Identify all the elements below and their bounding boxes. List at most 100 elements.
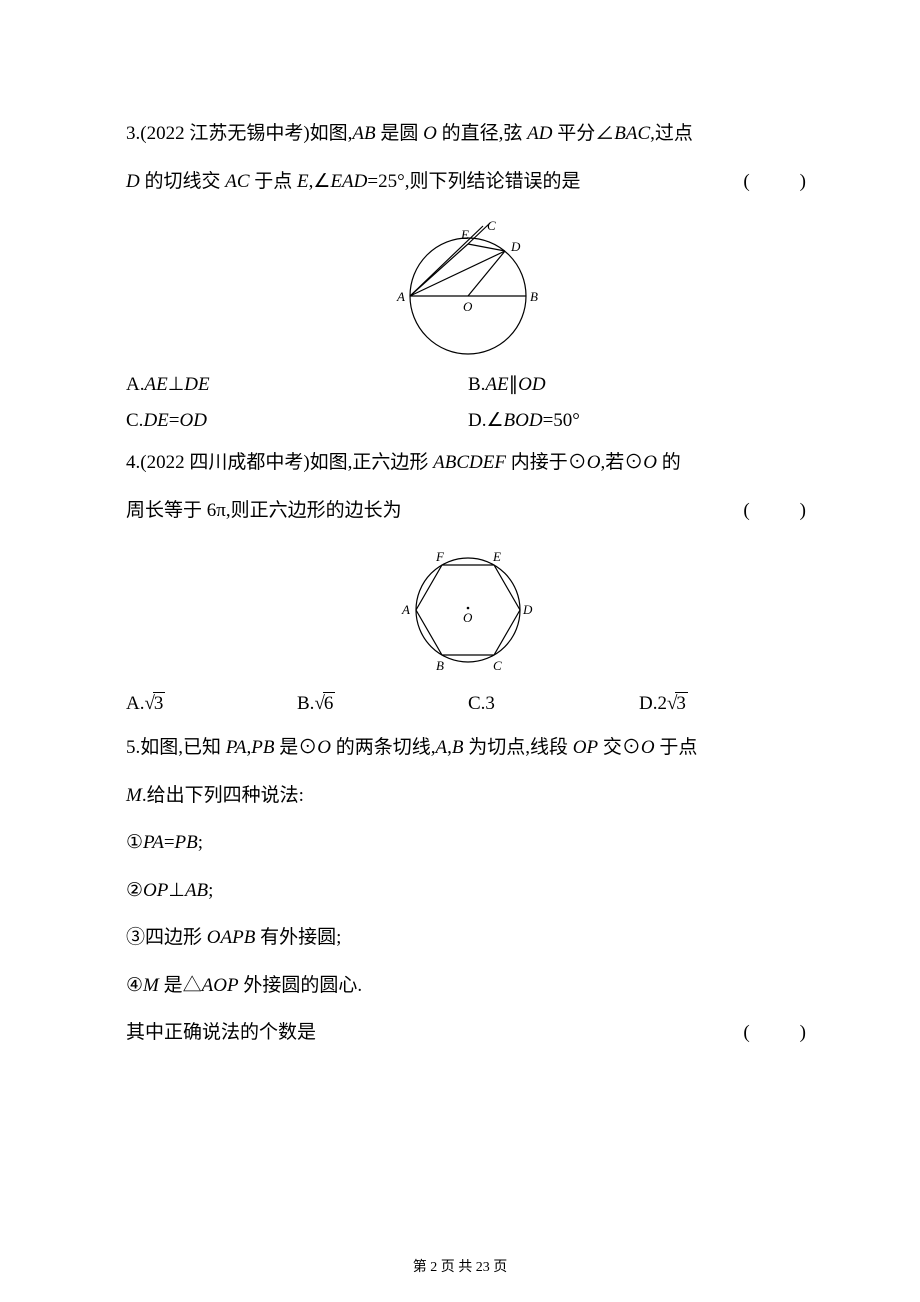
q5-stmt2: ②OP⊥AB; [126, 867, 810, 915]
q4-optC-text: C.3 [468, 693, 495, 714]
q4-optD-pre: D.2 [639, 693, 667, 714]
q5-answer-paren: ( ) [743, 1009, 810, 1057]
page-footer: 第 2 页 共 23 页 [0, 1256, 920, 1276]
q4-optA: A.√3 [126, 686, 297, 722]
q3-t2: 的直径,弦 [437, 123, 527, 144]
q5-t1: 是⊙ [275, 737, 318, 758]
q4-optA-rad: 3 [153, 692, 166, 714]
q5-s2-i1: OP [143, 880, 168, 901]
q5-s1-i2: PB [175, 832, 198, 853]
q4-label-o: O [463, 610, 473, 625]
q4-label-c: C [493, 658, 502, 673]
q5-s4-i1: M [143, 975, 159, 996]
q4-options: A.√3 B.√6 C.3 D.2√3 [126, 686, 810, 722]
q3-optB-i1: AE [485, 374, 508, 395]
q3-ead: EAD [330, 171, 367, 192]
q4-t2: ,若⊙ [600, 452, 643, 473]
q5-s1-suf: ; [198, 832, 203, 853]
q3-label-c: C [487, 218, 496, 233]
footer-c: 页 共 [437, 1260, 476, 1275]
q5-s3-pre: ③四边形 [126, 927, 207, 948]
q3-t3: 平分∠ [552, 123, 614, 144]
q4-optD: D.2√3 [639, 686, 810, 722]
q5-s3-i: OAPB [207, 927, 256, 948]
q5-o: O [317, 737, 331, 758]
q3-t6: 于点 [250, 171, 298, 192]
q3-optA-i1: AE [144, 374, 167, 395]
q4-label-f: F [435, 549, 445, 564]
q5-line2: M.给出下列四种说法: [126, 772, 810, 820]
q3-ab: AB [352, 123, 375, 144]
q5-b: B [452, 737, 464, 758]
q3-line2: D 的切线交 AC 于点 E,∠EAD=25°,则下列结论错误的是 ( ) [126, 158, 810, 206]
q3-label-o: O [463, 299, 473, 314]
q5-s2-suf: ; [208, 880, 213, 901]
q4-optC: C.3 [468, 686, 639, 722]
q4-o1: O [587, 452, 601, 473]
sqrt-icon: √3 [144, 686, 165, 722]
q3-optB-pre: B. [468, 374, 485, 395]
q3-e: E [297, 171, 309, 192]
footer-d: 23 [476, 1260, 490, 1275]
q4-line2: 周长等于 6π,则正六边形的边长为 ( ) [126, 487, 810, 535]
q3-optA: A.AE⊥DE [126, 367, 468, 403]
q3-optC-mid: = [169, 410, 180, 431]
q5-t5: 于点 [655, 737, 698, 758]
q3-t5: 的切线交 [140, 171, 226, 192]
q3-optB-mid: ∥ [509, 374, 519, 395]
q3-o: O [423, 123, 437, 144]
q3-optA-mid: ⊥ [168, 374, 185, 395]
q5-op: OP [573, 737, 598, 758]
q3-t4: ,过点 [650, 123, 693, 144]
q3-optD: D.∠BOD=50° [468, 403, 810, 439]
q4-optB-pre: B. [297, 693, 314, 714]
q3-label-a: A [396, 289, 405, 304]
footer-e: 页 [490, 1260, 508, 1275]
q5-s4-mid: 是△ [159, 975, 202, 996]
q3-optC: C.DE=OD [126, 403, 468, 439]
q5-s1-i1: PA [143, 832, 164, 853]
q3-t1: 是圆 [376, 123, 424, 144]
q3-answer-paren: ( ) [743, 158, 810, 206]
q3-prefix: 3.(2022 江苏无锡中考)如图, [126, 123, 352, 144]
q5-last-text: 其中正确说法的个数是 [126, 1022, 316, 1043]
q5-s4-suf: 外接圆的圆心. [239, 975, 363, 996]
q5-o2: O [641, 737, 655, 758]
q3-ac: AC [225, 171, 249, 192]
q3-label-d: D [510, 239, 521, 254]
q3-ad: AD [527, 123, 552, 144]
q4-label-b: B [436, 658, 444, 673]
q4-o2: O [643, 452, 657, 473]
q5-t2: 的两条切线, [331, 737, 436, 758]
q3-optD-i1: BOD [504, 410, 543, 431]
q4-optA-pre: A. [126, 693, 144, 714]
q5-s3-suf: 有外接圆; [255, 927, 341, 948]
q5-pb: PB [251, 737, 274, 758]
q3-d: D [126, 171, 140, 192]
q5-s4-i2: AOP [202, 975, 239, 996]
q5-last: 其中正确说法的个数是 ( ) [126, 1009, 810, 1057]
q5-s2-i2: AB [185, 880, 208, 901]
q5-stmt4: ④M 是△AOP 外接圆的圆心. [126, 962, 810, 1010]
q3-label-b: B [530, 289, 538, 304]
q4-label-e: E [492, 549, 501, 564]
q4-line1: 4.(2022 四川成都中考)如图,正六边形 ABCDEF 内接于⊙O,若⊙O … [126, 439, 810, 487]
q4-t1: 内接于⊙ [506, 452, 587, 473]
q3-bac: BAC [614, 123, 650, 144]
q5-a: A [436, 737, 448, 758]
q5-s2-pre: ② [126, 880, 143, 901]
q4-label-a: A [401, 602, 410, 617]
q3-optC-i1: DE [143, 410, 168, 431]
footer-a: 第 [413, 1260, 431, 1275]
q4-optB: B.√6 [297, 686, 468, 722]
q5-line1: 5.如图,已知 PA,PB 是⊙O 的两条切线,A,B 为切点,线段 OP 交⊙… [126, 724, 810, 772]
q3-optA-i2: DE [184, 374, 209, 395]
q3-optB: B.AE∥OD [468, 367, 810, 403]
q5-prefix: 5.如图,已知 [126, 737, 226, 758]
q3-t7: ,∠ [309, 171, 331, 192]
q5-stmt3: ③四边形 OAPB 有外接圆; [126, 914, 810, 962]
q4-optB-rad: 6 [323, 692, 336, 714]
q3-options-row2: C.DE=OD D.∠BOD=50° [126, 403, 810, 439]
q3-figure: E C D A O B [126, 211, 810, 361]
q3-label-e: E [460, 227, 469, 242]
